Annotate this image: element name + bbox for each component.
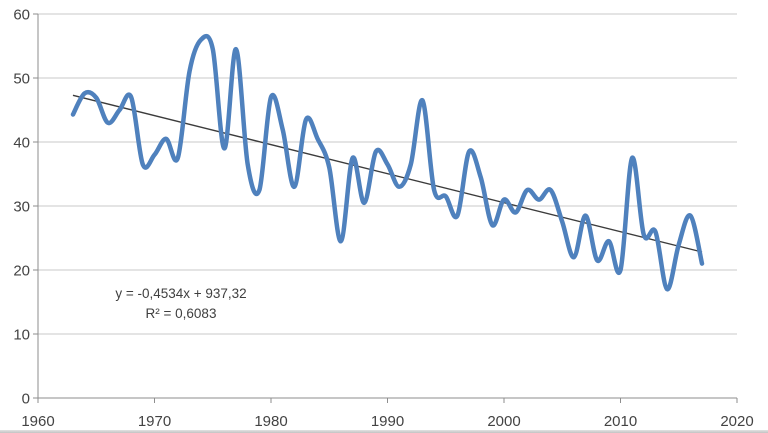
x-axis-tick-label: 1980	[254, 413, 287, 430]
x-axis-tick-label: 2000	[487, 413, 520, 430]
trendline	[72, 94, 703, 253]
x-axis-tick-label: 1960	[21, 413, 54, 430]
y-axis-tick-label: 10	[13, 327, 30, 344]
y-axis-tick-label: 30	[13, 199, 30, 216]
x-axis-tick-label: 1990	[371, 413, 404, 430]
trendline-r-squared-text: R² = 0,6083	[145, 305, 217, 321]
screenshot-edge-artifact	[0, 430, 768, 433]
y-axis-tick-label: 0	[22, 391, 30, 408]
x-axis-tick-label: 2010	[604, 413, 637, 430]
x-axis-tick-label: 1970	[138, 413, 171, 430]
trendline-equation-text: y = -0,4534x + 937,32	[115, 286, 247, 301]
data-series-line	[70, 33, 705, 292]
y-axis-tick-label: 40	[13, 135, 30, 152]
y-axis-tick-label: 60	[13, 7, 30, 24]
y-axis-tick-label: 50	[13, 71, 30, 88]
trendline-equation-label: y = -0,4534x + 937,32 R² = 0,6083	[98, 284, 264, 323]
y-axis-tick-label: 20	[13, 263, 30, 280]
x-axis-tick-label: 2020	[720, 413, 753, 430]
